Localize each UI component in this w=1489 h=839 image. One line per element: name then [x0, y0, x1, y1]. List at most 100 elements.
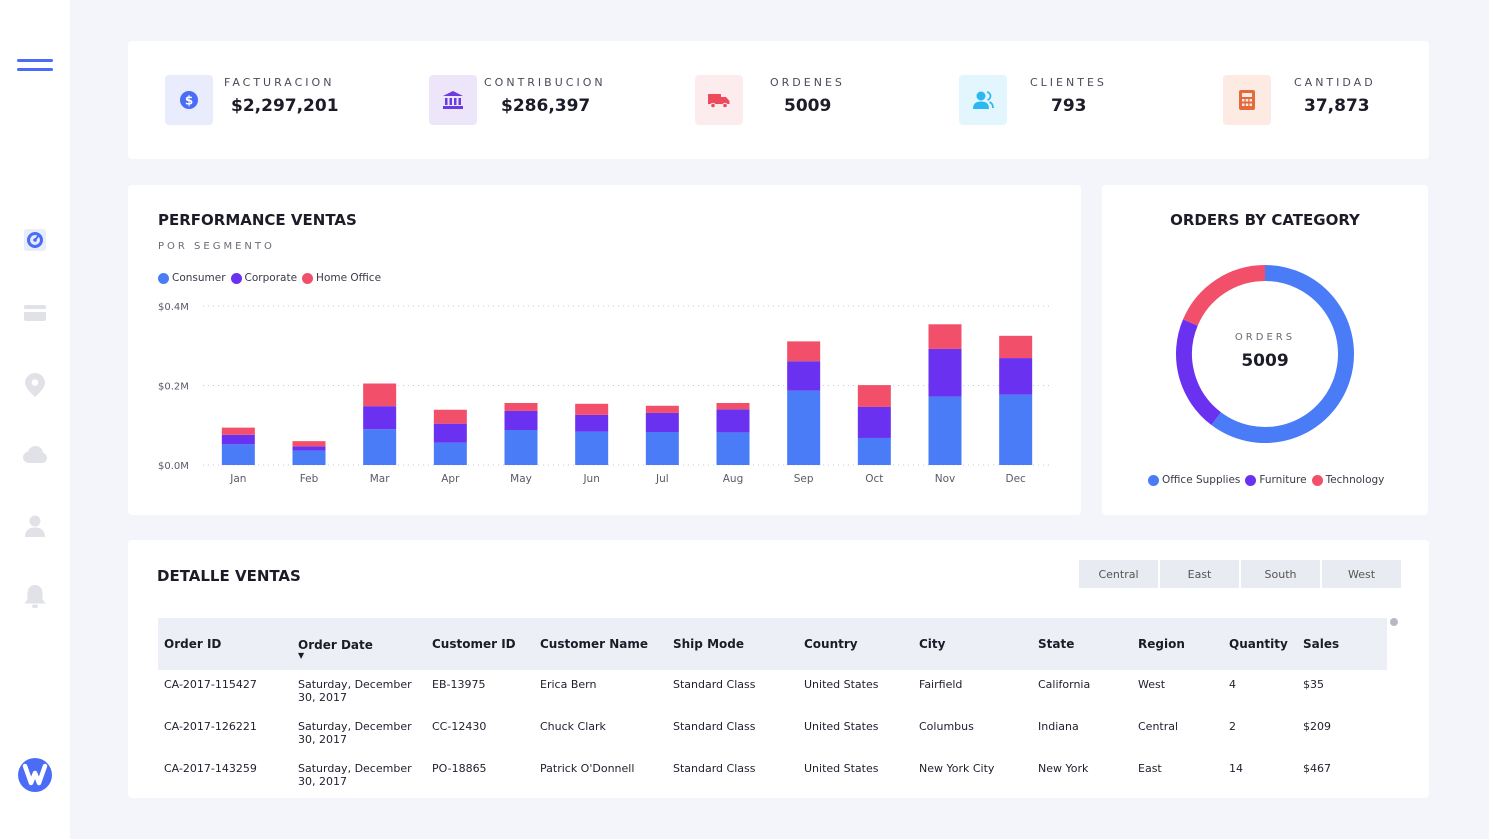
- legend-label: Home Office: [316, 272, 382, 284]
- table-header-row: Order ID Order Date ▼ Customer ID Custom…: [158, 618, 1387, 670]
- table-cell: East: [1138, 762, 1162, 775]
- bar-segment-home-office: [363, 383, 397, 407]
- orders-category-panel: ORDERS BY CATEGORY ORDERS 5009 Office Su…: [1102, 185, 1428, 515]
- filter-central[interactable]: Central: [1079, 560, 1158, 588]
- menu-icon: [17, 55, 53, 75]
- table-row[interactable]: CA-2017-126221 Saturday, December 30, 20…: [158, 712, 1387, 754]
- card-icon: [24, 305, 46, 321]
- table-row[interactable]: CA-2017-115427 Saturday, December 30, 20…: [158, 670, 1387, 712]
- column-header[interactable]: Ship Mode: [673, 637, 744, 651]
- table-cell: United States: [804, 762, 879, 775]
- performance-title: PERFORMANCE VENTAS: [158, 211, 357, 229]
- legend-item[interactable]: Furniture: [1245, 474, 1307, 486]
- legend-label: Office Supplies: [1162, 474, 1241, 486]
- x-tick-label: Dec: [1006, 473, 1027, 485]
- table-cell: West: [1138, 678, 1166, 691]
- donut-legend: Office Supplies Furniture Technology: [1148, 474, 1389, 486]
- bar-segment-home-office: [928, 324, 962, 349]
- sidebar-item-dashboard[interactable]: [0, 225, 70, 255]
- bar-segment-home-office: [292, 441, 326, 447]
- kpi-label: FACTURACION: [224, 76, 335, 89]
- sales-detail-panel: DETALLE VENTAS Central East South West O…: [128, 540, 1429, 798]
- legend-swatch: [1311, 474, 1323, 486]
- performance-subtitle: POR SEGMENTO: [158, 241, 275, 252]
- bar-segment-home-office: [504, 402, 538, 411]
- legend-swatch: [158, 272, 169, 284]
- x-tick-label: Sep: [794, 473, 814, 485]
- bar-chart: $0.0M $0.2M $0.4M Jan Feb Mar Apr May Jun Jul Aug S…: [158, 302, 1051, 485]
- table-cell: New York City: [919, 762, 995, 775]
- bar-segment-corporate: [575, 414, 609, 432]
- legend-swatch: [302, 272, 314, 284]
- sidebar-item-cloud[interactable]: [0, 440, 70, 470]
- menu-button[interactable]: [0, 50, 70, 80]
- bar-segment-consumer: [716, 432, 750, 465]
- column-header[interactable]: Customer ID: [432, 637, 516, 651]
- legend-item[interactable]: Home Office: [302, 272, 381, 284]
- column-header[interactable]: Region: [1138, 637, 1185, 651]
- legend-item[interactable]: Technology: [1311, 474, 1384, 486]
- filter-west[interactable]: West: [1322, 560, 1401, 588]
- filter-south[interactable]: South: [1241, 560, 1320, 588]
- bar-segment-consumer: [575, 431, 609, 465]
- sales-table: Order ID Order Date ▼ Customer ID Custom…: [158, 618, 1387, 796]
- sidebar-item-locations[interactable]: [0, 370, 70, 400]
- cloud-icon: [23, 446, 47, 463]
- table-title: DETALLE VENTAS: [157, 567, 301, 585]
- donut-slice-technology: [1182, 265, 1266, 326]
- bar-segment-corporate: [999, 358, 1033, 395]
- x-tick-label: Oct: [865, 473, 883, 485]
- bar-segment-corporate: [504, 410, 538, 431]
- column-header[interactable]: Customer Name: [540, 637, 648, 651]
- legend-label: Corporate: [244, 272, 298, 284]
- column-header[interactable]: Sales: [1303, 637, 1340, 651]
- table-cell: 2: [1229, 720, 1236, 733]
- filter-east[interactable]: East: [1160, 560, 1239, 588]
- kpi-value: 793: [1051, 96, 1087, 116]
- bar-segment-corporate: [787, 361, 821, 391]
- table-row[interactable]: CA-2017-143259 Saturday, December 30, 20…: [158, 754, 1387, 796]
- column-header[interactable]: Order ID: [164, 637, 222, 651]
- table-cell: PO-18865: [432, 762, 487, 775]
- table-scrollbar[interactable]: [1390, 618, 1398, 626]
- bar-segment-corporate: [363, 406, 397, 430]
- x-tick-label: May: [510, 473, 532, 485]
- column-header[interactable]: Quantity: [1229, 637, 1288, 651]
- legend-label: Furniture: [1259, 474, 1307, 486]
- legend-label: Consumer: [172, 272, 226, 284]
- column-header[interactable]: State: [1038, 637, 1075, 651]
- table-cell: Erica Bern: [540, 678, 597, 691]
- sidebar-item-profile[interactable]: [0, 511, 70, 541]
- kpi-label: ORDENES: [770, 76, 845, 89]
- column-header[interactable]: Country: [804, 637, 858, 651]
- y-tick-label: $0.2M: [158, 382, 189, 393]
- kpi-label: CANTIDAD: [1294, 76, 1376, 89]
- table-cell: Standard Class: [673, 762, 756, 775]
- table-cell: Standard Class: [673, 720, 756, 733]
- users-icon: [959, 75, 1007, 125]
- table-cell: Saturday, December 30, 2017: [298, 678, 412, 704]
- bar-segment-home-office: [787, 341, 821, 362]
- column-header-sorted[interactable]: Order Date ▼: [292, 618, 426, 670]
- legend-swatch: [230, 272, 242, 284]
- bar-segment-corporate: [221, 434, 255, 445]
- bar-segment-home-office: [857, 385, 891, 407]
- table-cell: Saturday, December 30, 2017: [298, 720, 412, 746]
- brand-logo-icon: [18, 758, 52, 792]
- x-tick-label: Nov: [935, 473, 956, 485]
- sidebar-item-notifications[interactable]: [0, 582, 70, 612]
- legend-item[interactable]: Corporate: [230, 272, 298, 284]
- kpi-value: 5009: [784, 96, 832, 116]
- bar-segment-consumer: [787, 390, 821, 465]
- legend-item[interactable]: Consumer: [158, 272, 226, 284]
- donut-slice-office-supplies: [1211, 265, 1354, 443]
- bar-segment-consumer: [221, 444, 255, 465]
- table-cell: Saturday, December 30, 2017: [298, 762, 412, 788]
- legend-item[interactable]: Office Supplies: [1148, 474, 1240, 486]
- column-header[interactable]: City: [919, 637, 946, 651]
- table-cell: Indiana: [1038, 720, 1079, 733]
- sidebar-item-payments[interactable]: [0, 298, 70, 328]
- table-cell: CC-12430: [432, 720, 487, 733]
- bar-segment-home-office: [645, 405, 679, 413]
- table-cell: CA-2017-115427: [164, 678, 257, 691]
